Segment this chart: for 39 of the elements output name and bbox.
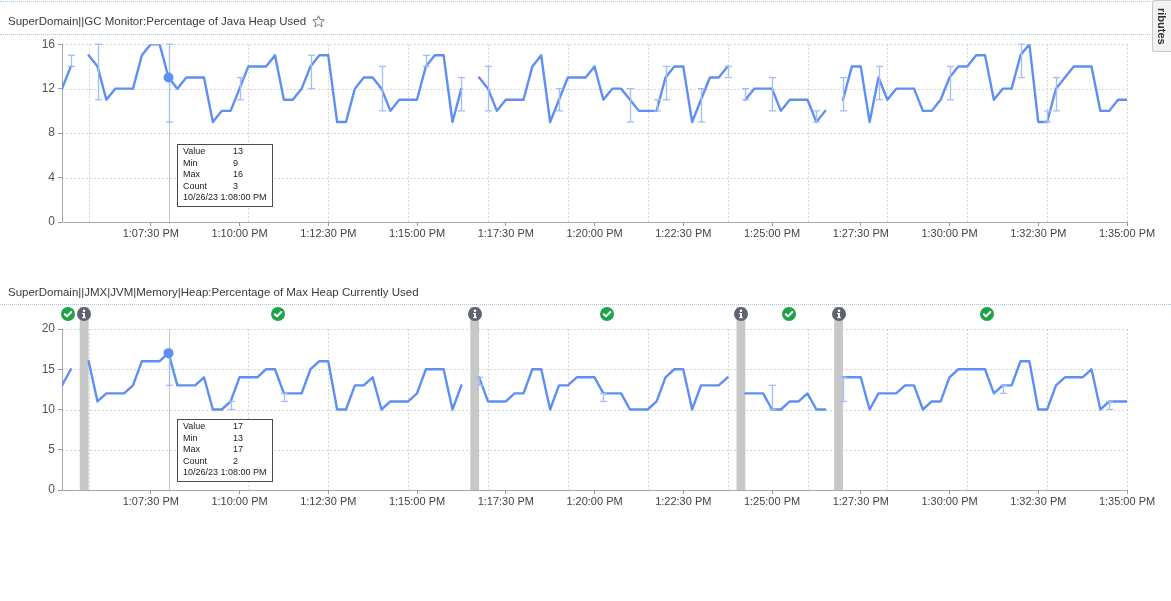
x-tick-label: 1:20:00 PM <box>566 226 623 239</box>
y-tick-label: 4 <box>48 169 56 184</box>
x-tick-label: 1:17:30 PM <box>477 494 534 507</box>
y-tick-label: 20 <box>41 321 56 336</box>
x-tick-label: 1:10:00 PM <box>211 494 268 507</box>
x-tick-label: 1:10:00 PM <box>211 226 268 239</box>
y-tick-label: 0 <box>48 214 56 229</box>
hover-box: Value 17 Min 13 Max 17 Count 2 10/26/23 1:08:00 PM <box>177 419 273 482</box>
x-tick-label: 1:27:30 PM <box>832 226 889 239</box>
x-tick-label: 1:17:30 PM <box>477 226 534 239</box>
x-tick-label: 1:07:30 PM <box>122 494 179 507</box>
x-tick-label: 1:27:30 PM <box>832 494 889 507</box>
y-tick-label: 16 <box>41 36 56 51</box>
side-tab: ributes <box>1152 0 1171 52</box>
x-tick-label: 1:12:30 PM <box>300 226 357 239</box>
chart-title: SuperDomain||GC Monitor:Percentage of Java Heap Used <box>8 15 307 27</box>
x-tick-label: 1:32:30 PM <box>1010 226 1067 239</box>
y-tick-label: 15 <box>41 361 56 376</box>
x-tick-label: 1:15:00 PM <box>388 494 446 507</box>
x-tick-label: 1:30:00 PM <box>921 494 978 507</box>
chart-title: SuperDomain||JMX|JVM|Memory|Heap:Percentage of Max Heap Currently Used <box>8 286 419 298</box>
x-tick-label: 1:15:00 PM <box>388 226 446 239</box>
y-tick-label: 5 <box>48 442 56 457</box>
x-tick-label: 1:30:00 PM <box>921 226 978 239</box>
hover-box: Value 13 Min 9 Max 16 Count 3 10/26/23 1:08:00 PM <box>177 144 273 207</box>
x-tick-label: 1:22:30 PM <box>655 494 712 507</box>
x-tick-label: 1:25:00 PM <box>743 494 801 507</box>
x-tick-label: 1:07:30 PM <box>122 226 179 239</box>
x-tick-label: 1:35:00 PM <box>1098 494 1156 507</box>
y-tick-label: 12 <box>41 80 56 95</box>
x-tick-label: 1:35:00 PM <box>1098 226 1156 239</box>
x-tick-label: 1:32:30 PM <box>1010 494 1067 507</box>
x-tick-label: 1:22:30 PM <box>655 226 712 239</box>
y-tick-label: 0 <box>48 482 56 497</box>
y-tick-label: 8 <box>48 125 56 140</box>
x-tick-label: 1:12:30 PM <box>300 494 357 507</box>
x-tick-label: 1:20:00 PM <box>566 494 623 507</box>
x-tick-label: 1:25:00 PM <box>743 226 801 239</box>
y-tick-label: 10 <box>41 401 56 416</box>
